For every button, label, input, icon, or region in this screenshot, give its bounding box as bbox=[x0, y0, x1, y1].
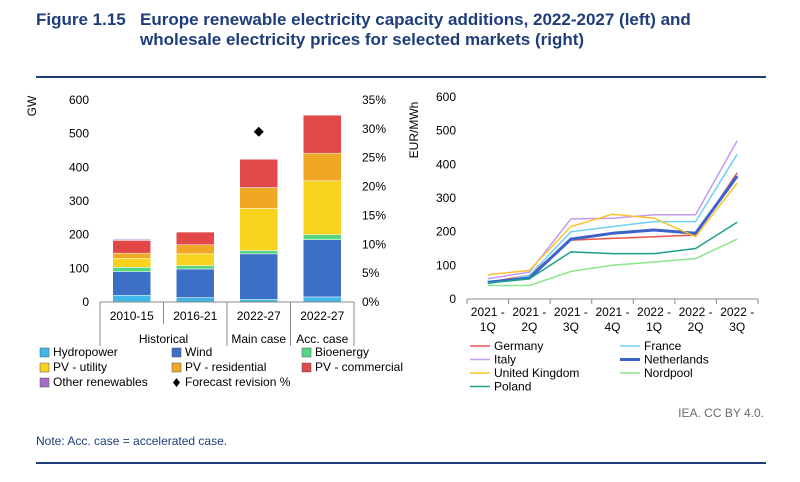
legend-label-other-renewables: Other renewables bbox=[53, 375, 148, 389]
x-tick-label: 2022-27 bbox=[300, 309, 344, 323]
top-rule bbox=[36, 76, 766, 78]
note-text: Note: Acc. case = accelerated case. bbox=[36, 434, 228, 448]
x-tick-label-year: 2022 - bbox=[720, 305, 754, 319]
y-tick-label: 600 bbox=[69, 93, 89, 107]
x-tick-label-year: 2021 - bbox=[471, 305, 505, 319]
legend-swatch-other-renewables bbox=[39, 377, 50, 388]
y-tick-label: 500 bbox=[69, 127, 89, 141]
legend-label-wind: Wind bbox=[185, 345, 212, 359]
y2-tick-label: 10% bbox=[362, 237, 386, 251]
figure-number: Figure 1.15 bbox=[36, 10, 126, 29]
legend-label-pv-residential: PV - residential bbox=[185, 360, 266, 374]
group-label: Historical bbox=[139, 332, 188, 346]
y-axis-label: GW bbox=[25, 95, 39, 116]
y-tick-label: 100 bbox=[436, 258, 456, 272]
line-italy bbox=[487, 140, 738, 280]
y-tick-label: 100 bbox=[69, 261, 89, 275]
bar-wind bbox=[176, 268, 215, 298]
x-tick-label-quarter: 1Q bbox=[480, 320, 496, 334]
legend-swatch-hydropower bbox=[39, 347, 50, 358]
x-tick-label-year: 2021 - bbox=[512, 305, 546, 319]
legend-label-forecast-revision: Forecast revision % bbox=[185, 375, 291, 389]
legend-label-italy: Italy bbox=[494, 353, 516, 367]
x-tick-label-quarter: 4Q bbox=[604, 320, 620, 334]
x-tick-label: 2016-21 bbox=[173, 309, 217, 323]
line-france bbox=[487, 153, 738, 285]
credit-text: IEA. CC BY 4.0. bbox=[678, 406, 764, 420]
line-netherlands bbox=[487, 175, 739, 284]
y-tick-label: 500 bbox=[436, 124, 456, 138]
y2-tick-label: 15% bbox=[362, 208, 386, 222]
bar-pv-commercial bbox=[239, 159, 278, 188]
bar-pv-utility bbox=[239, 208, 278, 251]
y2-tick-label: 25% bbox=[362, 151, 386, 165]
y2-tick-label: 20% bbox=[362, 180, 386, 194]
bar-pv-utility bbox=[303, 180, 342, 235]
forecast-revision-marker bbox=[253, 126, 264, 137]
y-tick-label: 0 bbox=[449, 292, 456, 306]
x-tick-label-quarter: 2Q bbox=[688, 320, 704, 334]
y-tick-label: 200 bbox=[436, 225, 456, 239]
legend-label-germany: Germany bbox=[494, 339, 543, 353]
x-tick-label-quarter: 3Q bbox=[729, 320, 745, 334]
figure-title-text: Europe renewable electricity capacity ad… bbox=[140, 10, 691, 49]
figure-title: Figure 1.15 Europe renewable electricity … bbox=[36, 10, 776, 50]
bottom-rule bbox=[36, 462, 766, 464]
legend-label-netherlands: Netherlands bbox=[644, 353, 709, 367]
legend-label-hydropower: Hydropower bbox=[53, 345, 118, 359]
y-tick-label: 200 bbox=[69, 228, 89, 242]
y2-tick-label: 5% bbox=[362, 266, 380, 280]
y-tick-label: 0 bbox=[82, 295, 89, 309]
legend-swatch-pv-residential bbox=[171, 362, 182, 373]
legend-label-pv-commercial: PV - commercial bbox=[315, 360, 403, 374]
legend-swatch-forecast-revision bbox=[173, 378, 180, 387]
line-poland bbox=[487, 221, 738, 284]
legend-swatch-pv-utility bbox=[39, 362, 50, 373]
legend-label-bioenergy: Bioenergy bbox=[315, 345, 369, 359]
x-tick-label: 2010-15 bbox=[110, 309, 154, 323]
y2-tick-label: 35% bbox=[362, 93, 386, 107]
x-tick-label: 2022-27 bbox=[237, 309, 281, 323]
y-tick-label: 600 bbox=[436, 90, 456, 104]
y-tick-label: 400 bbox=[436, 157, 456, 171]
legend-label-nordpool: Nordpool bbox=[644, 366, 693, 380]
line-united-kingdom bbox=[487, 182, 738, 276]
legend-label-poland: Poland bbox=[494, 380, 531, 394]
x-tick-label-year: 2022 - bbox=[679, 305, 713, 319]
group-label: Acc. case bbox=[296, 332, 348, 346]
y2-tick-label: 30% bbox=[362, 122, 386, 136]
legend-swatch-wind bbox=[171, 347, 182, 358]
x-tick-label-year: 2021 - bbox=[595, 305, 629, 319]
line-nordpool bbox=[487, 238, 738, 287]
legend-label-united-kingdom: United Kingdom bbox=[494, 366, 579, 380]
group-label: Main case bbox=[231, 332, 286, 346]
x-tick-label-quarter: 3Q bbox=[563, 320, 579, 334]
bar-other-renewables bbox=[112, 239, 151, 241]
legend-label-france: France bbox=[644, 339, 682, 353]
x-tick-label-quarter: 1Q bbox=[646, 320, 662, 334]
x-tick-label-quarter: 2Q bbox=[521, 320, 537, 334]
legend-swatch-pv-commercial bbox=[301, 362, 312, 373]
y-tick-label: 300 bbox=[69, 194, 89, 208]
y-axis-label: EUR/MWh bbox=[407, 102, 421, 159]
bar-pv-commercial bbox=[303, 114, 342, 154]
bar-wind bbox=[239, 253, 278, 300]
legend-swatch-bioenergy bbox=[301, 347, 312, 358]
bar-pv-residential bbox=[303, 152, 342, 182]
y2-tick-label: 0% bbox=[362, 295, 380, 309]
y-tick-label: 300 bbox=[436, 191, 456, 205]
x-tick-label-year: 2022 - bbox=[637, 305, 671, 319]
x-tick-label-year: 2021 - bbox=[554, 305, 588, 319]
bar-wind bbox=[303, 239, 342, 298]
legend-label-pv-utility: PV - utility bbox=[53, 360, 107, 374]
y-tick-label: 400 bbox=[69, 160, 89, 174]
